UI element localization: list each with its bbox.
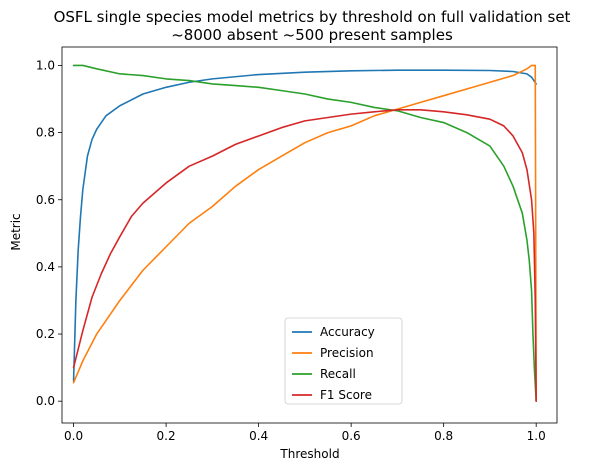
legend-box [284,317,403,405]
plot-frame [61,46,558,424]
y-tick-label: 0.6 [36,193,55,207]
y-tick-label: 0.8 [36,126,55,140]
y-tick-label: 0.4 [36,260,55,274]
plot-area [61,46,558,424]
chart-title: OSFL single species model metrics by thr… [54,8,571,26]
legend: Accuracy Precision Recall F1 Score [284,317,403,405]
x-tick-label: 1.0 [527,429,546,443]
legend-label-recall: Recall [320,367,356,381]
x-tick-label: 0.8 [434,429,453,443]
chart-subtitle: ~8000 absent ~500 present samples [171,26,453,44]
y-tick-label: 0.2 [36,327,55,341]
series-line-accuracy [72,69,537,382]
legend-label-f1-score: F1 Score [320,388,372,402]
x-tick-label: 0.6 [342,429,361,443]
series-line-f1-score [72,108,537,402]
series-line-precision [72,64,537,402]
y-tick-label: 0.0 [36,394,55,408]
x-tick-label: 0.2 [157,429,176,443]
x-tick-label: 0.4 [249,429,268,443]
x-tick-label: 0.0 [64,429,83,443]
series-line-recall [72,64,537,402]
y-tick-label: 1.0 [36,58,55,72]
axes-layer: 0.0 0.2 0.4 0.6 0.8 1.0 0.0 0.2 0.4 0.6 0.8 1.0 [36,58,546,443]
y-axis-label: Metric [9,213,23,250]
series-layer [72,64,537,402]
x-axis-label: Threshold [279,447,339,461]
legend-label-accuracy: Accuracy [320,325,375,339]
legend-label-precision: Precision [320,346,374,360]
